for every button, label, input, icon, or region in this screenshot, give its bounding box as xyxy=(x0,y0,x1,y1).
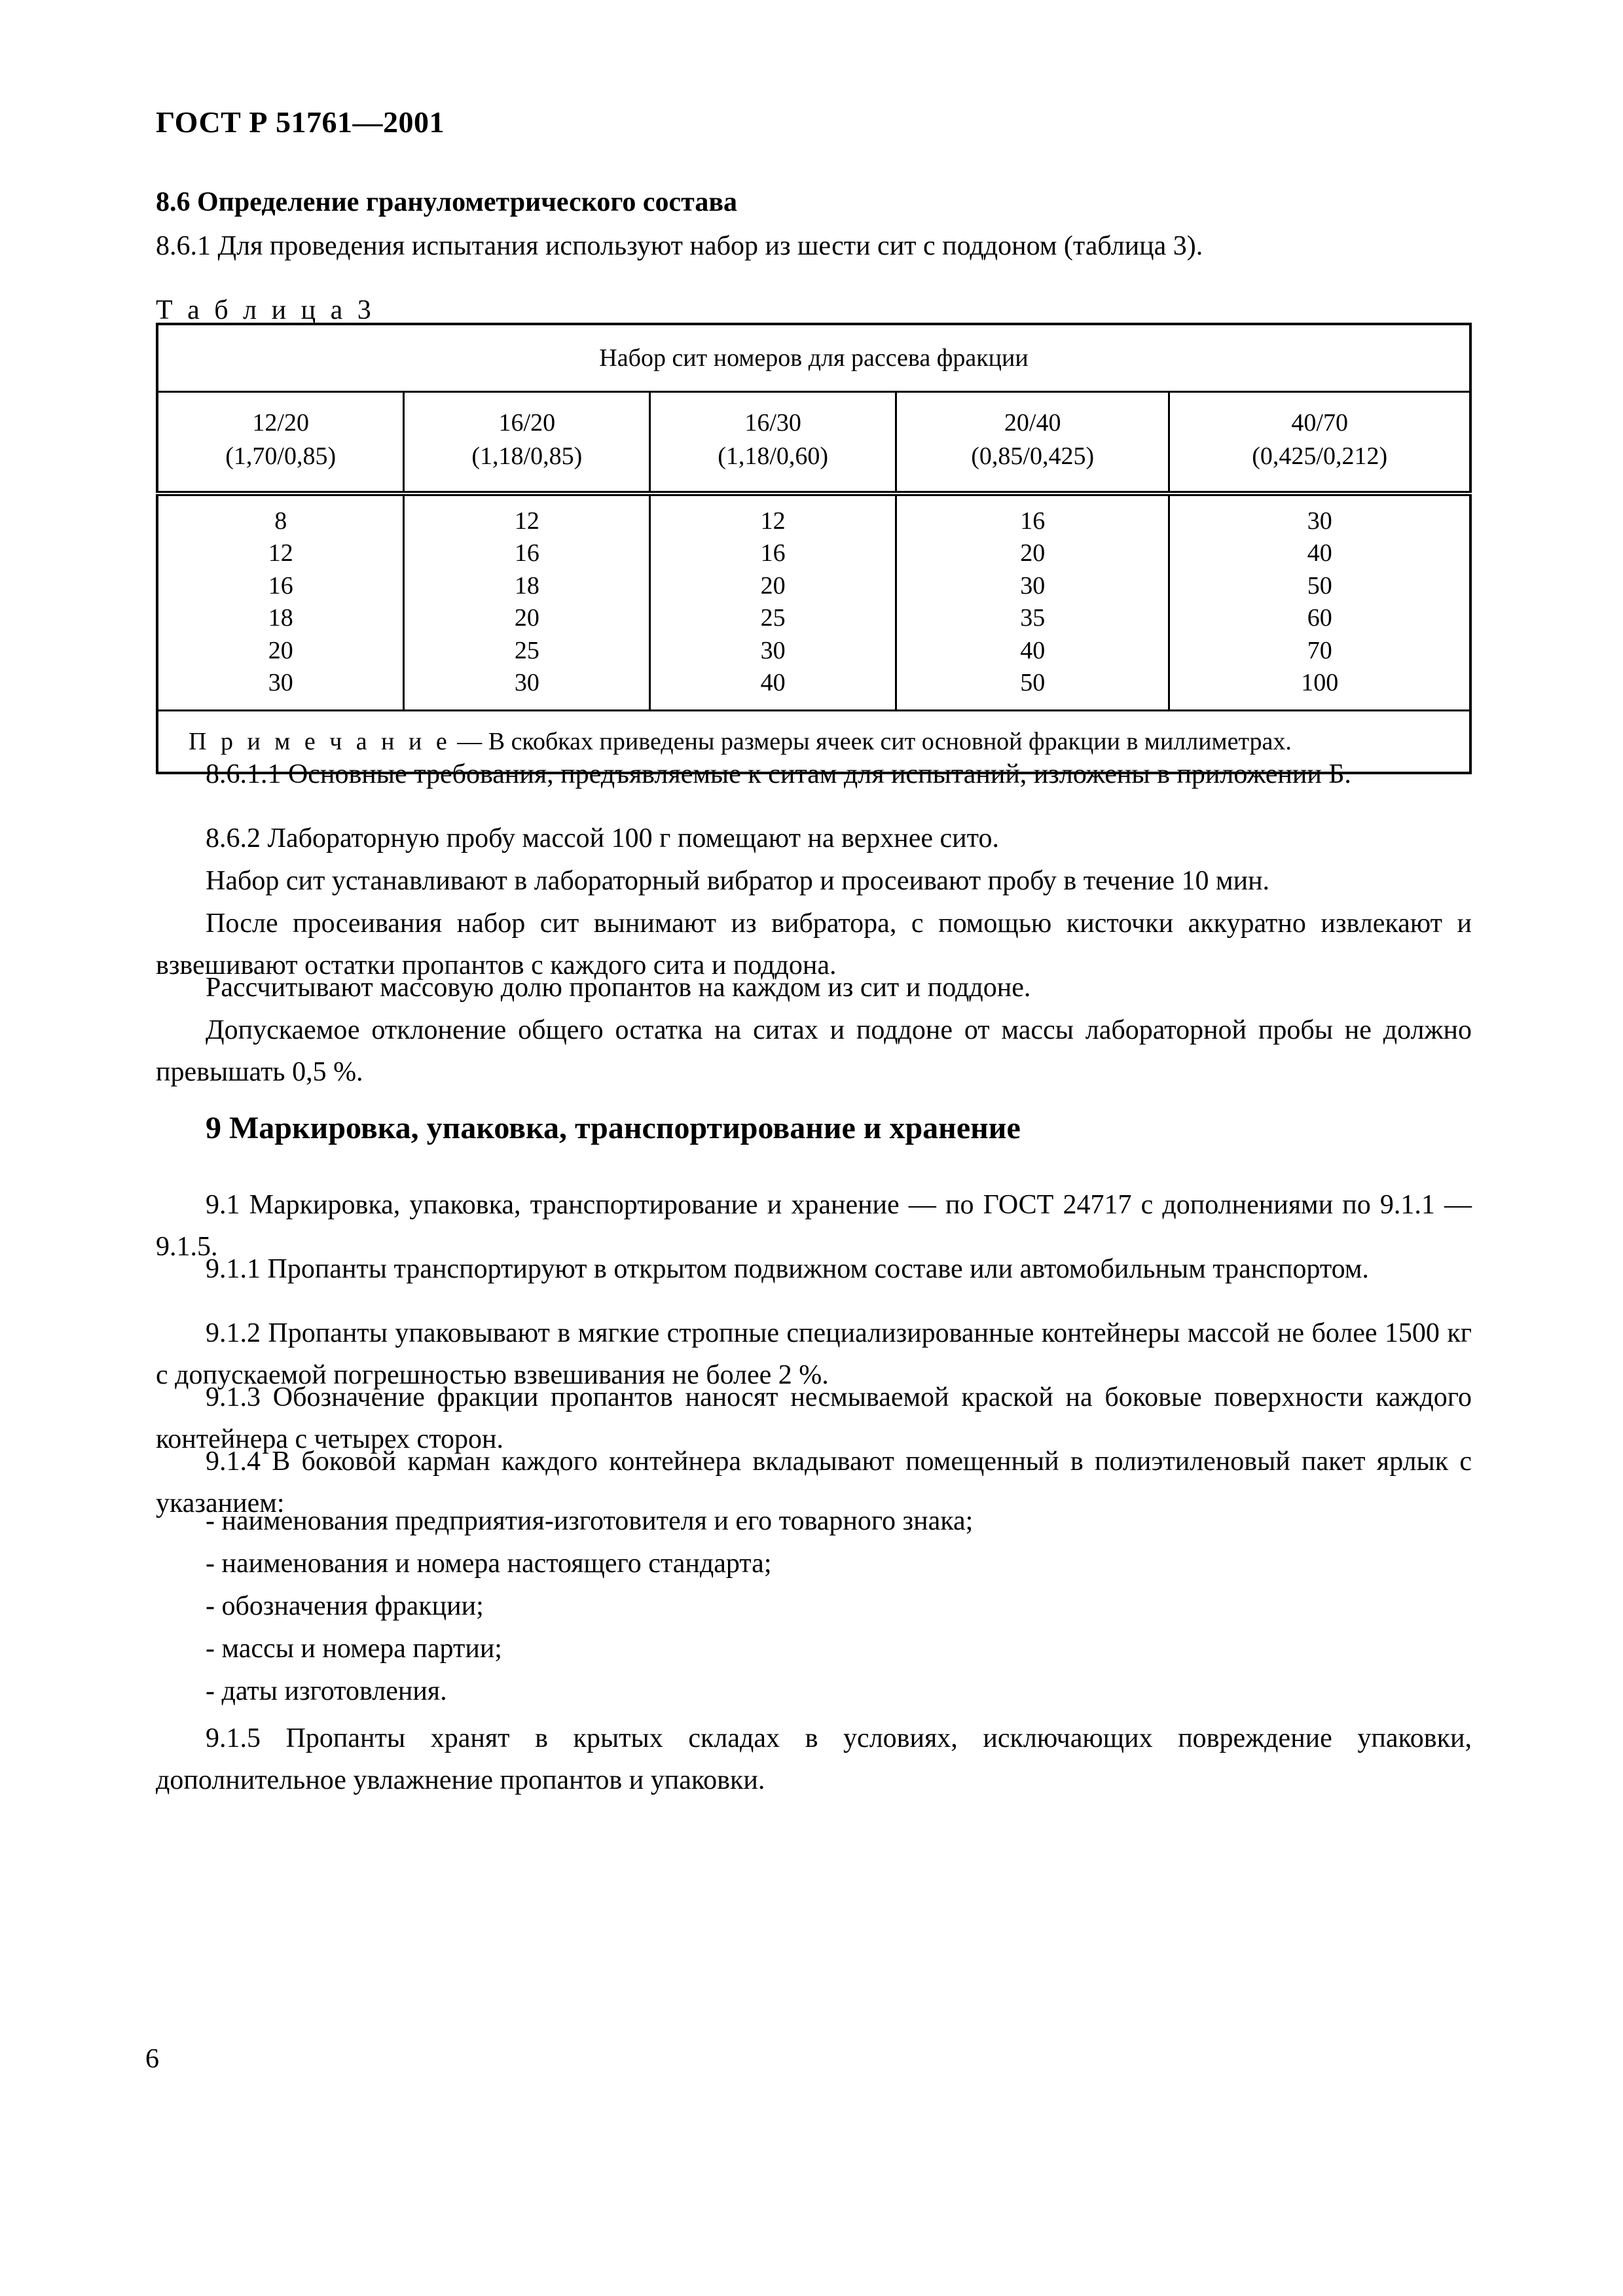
table-row-data: 8 12 16 18 20 30 12 16 18 20 25 30 xyxy=(156,493,1472,712)
cell-value: 50 xyxy=(1307,571,1332,600)
col-4-fraction: 20/40 xyxy=(1004,409,1061,437)
table-caption-number: 3 xyxy=(357,295,371,325)
heading-8-6: 8.6 Определение гранулометрического сост… xyxy=(156,187,738,217)
paragraph-9-1-5: 9.1.5 Пропанты хранят в крытых складах в… xyxy=(156,1723,1472,1795)
paragraph-deviation: Допускаемое отклонение общего остатка на… xyxy=(156,1015,1472,1087)
list-item: - массы и номера партии; xyxy=(206,1634,502,1664)
col-2-mesh: (1,18/0,85) xyxy=(471,442,583,470)
table-row-column-headers: 12/20 (1,70/0,85) 16/20 (1,18/0,85) 16/3… xyxy=(156,391,1472,496)
table-data-col-3: 12 16 20 25 30 40 xyxy=(649,493,896,712)
paragraph-8-6-1: 8.6.1 Для проведения испытания использую… xyxy=(156,231,1203,261)
paragraph-8-6-2: 8.6.2 Лабораторную пробу массой 100 г по… xyxy=(206,823,999,853)
cell-value: 25 xyxy=(514,636,539,664)
table-data-col-2: 12 16 18 20 25 30 xyxy=(403,493,650,712)
cell-value: 30 xyxy=(760,636,786,664)
cell-value: 25 xyxy=(760,604,786,632)
page-number: 6 xyxy=(145,2044,159,2074)
cell-value: 35 xyxy=(1020,604,1046,632)
cell-value: 50 xyxy=(1020,668,1046,696)
table-note-label: П р и м е ч а н и е xyxy=(189,727,451,755)
cell-value: 100 xyxy=(1301,668,1339,696)
cell-value: 16 xyxy=(760,539,786,567)
cell-value: 40 xyxy=(760,668,786,696)
paragraph-9-1-1: 9.1.1 Пропанты транспортируют в открытом… xyxy=(206,1254,1369,1284)
col-4-mesh: (0,85/0,425) xyxy=(971,442,1095,470)
table-header-col-4: 20/40 (0,85/0,425) xyxy=(895,391,1169,496)
running-header-standard-id: ГОСТ Р 51761—2001 xyxy=(156,105,445,139)
col-1-fraction: 12/20 xyxy=(252,409,309,437)
cell-value: 20 xyxy=(1020,539,1046,567)
table-row-note: П р и м е ч а н и е — В скобках приведен… xyxy=(156,710,1472,775)
col-5-mesh: (0,425/0,212) xyxy=(1252,442,1388,470)
table-header-col-1: 12/20 (1,70/0,85) xyxy=(156,391,404,496)
cell-value: 20 xyxy=(514,604,539,632)
cell-value: 8 xyxy=(274,507,287,535)
cell-value: 16 xyxy=(514,539,539,567)
cell-value: 30 xyxy=(514,668,539,696)
col-5-fraction: 40/70 xyxy=(1291,409,1348,437)
paragraph-vibrator: Набор сит устанавливают в лабораторный в… xyxy=(206,866,1270,896)
paragraph-9-1: 9.1 Маркировка, упаковка, транспортирова… xyxy=(156,1190,1472,1262)
table-header-col-3: 16/30 (1,18/0,60) xyxy=(649,391,896,496)
list-item: - даты изготовления. xyxy=(206,1676,447,1706)
paragraph-calculation: Рассчитывают массовую долю пропантов на … xyxy=(206,973,1031,1003)
table-data-col-5: 30 40 50 60 70 100 xyxy=(1168,493,1472,712)
col-3-mesh: (1,18/0,60) xyxy=(718,442,829,470)
cell-value: 12 xyxy=(760,507,786,535)
col-1-mesh: (1,70/0,85) xyxy=(225,442,337,470)
table-header-col-5: 40/70 (0,425/0,212) xyxy=(1168,391,1472,496)
table-row-spanning-header: Набор сит номеров для рассева фракции xyxy=(156,323,1472,393)
paragraph-after-sieving: После просеивания набор сит вынимают из … xyxy=(156,908,1472,980)
table-caption: Т а б л и ц а 3 xyxy=(156,290,1472,332)
table-3-wrapper: Набор сит номеров для рассева фракции 12… xyxy=(156,323,1472,775)
cell-value: 30 xyxy=(1020,571,1046,600)
cell-value: 60 xyxy=(1307,604,1332,632)
col-2-fraction: 16/20 xyxy=(498,409,556,437)
table-spanning-header-cell: Набор сит номеров для рассева фракции xyxy=(156,323,1472,393)
paragraph-8-6-1-1: 8.6.1.1 Основные требования, предъявляем… xyxy=(206,759,1351,789)
list-item: - обозначения фракции; xyxy=(206,1591,484,1621)
cell-value: 70 xyxy=(1307,636,1332,664)
cell-value: 18 xyxy=(268,604,293,632)
cell-value: 12 xyxy=(268,539,293,567)
col-3-fraction: 16/30 xyxy=(744,409,801,437)
cell-value: 40 xyxy=(1020,636,1046,664)
table-caption-label: Т а б л и ц а xyxy=(156,295,357,325)
cell-value: 16 xyxy=(1020,507,1046,535)
cell-value: 20 xyxy=(760,571,786,600)
paragraph-9-1-4: 9.1.4 В боковой карман каждого контейнер… xyxy=(156,1446,1472,1518)
table-data-col-4: 16 20 30 35 40 50 xyxy=(895,493,1169,712)
table-header-col-2: 16/20 (1,18/0,85) xyxy=(403,391,650,496)
cell-value: 12 xyxy=(514,507,539,535)
table-note-cell: П р и м е ч а н и е — В скобках приведен… xyxy=(156,710,1472,775)
table-data-col-1: 8 12 16 18 20 30 xyxy=(156,493,404,712)
list-item: - наименования и номера настоящего станд… xyxy=(206,1549,772,1579)
table-3: Набор сит номеров для рассева фракции 12… xyxy=(156,323,1472,775)
cell-value: 16 xyxy=(268,571,293,600)
list-item: - наименования предприятия-изготовителя … xyxy=(206,1506,974,1536)
table-note-text: — В скобках приведены размеры ячеек сит … xyxy=(450,727,1292,755)
cell-value: 40 xyxy=(1307,539,1332,567)
paragraph-9-1-3: 9.1.3 Обозначение фракции пропантов нано… xyxy=(156,1382,1472,1454)
cell-value: 30 xyxy=(1307,507,1332,535)
cell-value: 30 xyxy=(268,668,293,696)
heading-section-9: 9 Маркировка, упаковка, транспортировани… xyxy=(206,1111,1021,1145)
cell-value: 20 xyxy=(268,636,293,664)
cell-value: 18 xyxy=(514,571,539,600)
paragraph-9-1-2: 9.1.2 Пропанты упаковывают в мягкие стро… xyxy=(156,1318,1472,1390)
